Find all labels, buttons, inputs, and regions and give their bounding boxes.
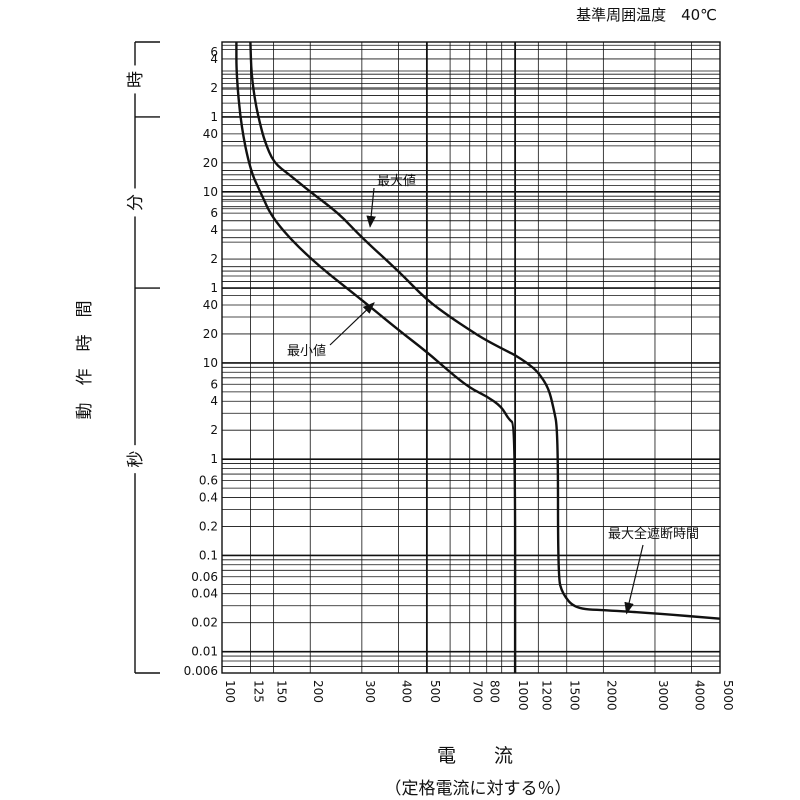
annotation-label: 最大値 — [377, 173, 416, 189]
y-tick-label: 0.6 — [199, 474, 218, 488]
y-tick-label: 6 — [210, 377, 218, 391]
y-tick-label: 20 — [203, 327, 218, 341]
y-tick-label: 4 — [210, 52, 218, 66]
y-tick-label: 0.006 — [184, 664, 218, 678]
curve-series-3 — [514, 354, 721, 620]
curve-series-1 — [249, 41, 516, 357]
y-tick-label: 1 — [210, 452, 218, 466]
y-axis-label: 動 作 時 間 — [75, 301, 95, 420]
plot-border — [221, 41, 721, 674]
y-tick-label: 0.06 — [191, 570, 218, 584]
y-tick-label: 0.04 — [191, 587, 218, 601]
unit-label: 分 — [126, 194, 146, 211]
x-axis-label: 電 流 — [437, 745, 513, 767]
unit-label-bg — [123, 445, 147, 474]
annotation-label: 最小値 — [287, 343, 326, 359]
y-tick-label: 2 — [210, 423, 218, 437]
y-tick-labels: 6421402010642140201064210.60.40.20.10.06… — [184, 45, 218, 678]
x-tick-label: 400 — [399, 680, 413, 703]
time-unit-axis: 時分秒 — [123, 41, 160, 674]
x-tick-label: 150 — [275, 680, 289, 703]
x-tick-labels: 100 125 150 200 300 400 500 700 800 1000 1200 1500 2… — [223, 680, 735, 711]
y-tick-label: 0.1 — [199, 548, 218, 562]
y-tick-label: 1 — [210, 281, 218, 295]
x-tick-label: 300 — [363, 680, 377, 703]
y-tick-label: 40 — [203, 127, 218, 141]
y-tick-label: 6 — [210, 206, 218, 220]
x-tick-label: 125 — [251, 680, 265, 703]
curves — [235, 41, 721, 673]
y-tick-label: 10 — [203, 356, 218, 370]
unit-label-bg — [123, 65, 147, 94]
y-tick-label: 1 — [210, 110, 218, 124]
chart-title: 基準周囲温度 40℃ — [576, 6, 717, 24]
annotation-arrow — [366, 187, 376, 228]
x-tick-label: 100 — [223, 680, 237, 703]
y-tick-label: 6 — [210, 45, 218, 59]
y-tick-label: 4 — [210, 394, 218, 408]
x-tick-label: 1500 — [568, 680, 582, 711]
curve-series-2 — [235, 41, 517, 673]
unit-label: 秒 — [126, 451, 146, 468]
y-tick-label: 0.02 — [191, 616, 218, 630]
y-tick-label: 0.2 — [199, 519, 218, 533]
unit-label-bg — [123, 188, 147, 217]
y-tick-label: 0.01 — [191, 645, 218, 659]
x-tick-label: 2000 — [604, 680, 618, 711]
y-tick-label: 20 — [203, 156, 218, 170]
x-axis-sublabel: （定格電流に対する％） — [385, 779, 572, 799]
x-tick-label: 4000 — [693, 680, 707, 711]
x-tick-label: 700 — [471, 680, 485, 703]
x-tick-label: 5000 — [721, 680, 735, 711]
y-tick-label: 4 — [210, 223, 218, 237]
y-tick-label: 2 — [210, 252, 218, 266]
x-tick-label: 500 — [428, 680, 442, 703]
x-tick-label: 200 — [311, 680, 325, 703]
y-tick-label: 0.4 — [199, 490, 218, 504]
x-tick-label: 3000 — [656, 680, 670, 711]
x-tick-label: 1000 — [516, 680, 530, 711]
y-tick-label: 40 — [203, 298, 218, 312]
unit-label: 時 — [126, 71, 146, 88]
x-tick-label: 1200 — [539, 680, 553, 711]
annotation-arrow — [624, 544, 644, 615]
y-tick-label: 10 — [203, 185, 218, 199]
x-tick-label: 800 — [488, 680, 502, 703]
y-tick-label: 2 — [210, 81, 218, 95]
chart-frame — [221, 41, 721, 674]
annotation-label: 最大全遮断時間 — [608, 526, 699, 542]
chart-grid — [221, 41, 721, 674]
annotation-arrow — [329, 302, 375, 346]
